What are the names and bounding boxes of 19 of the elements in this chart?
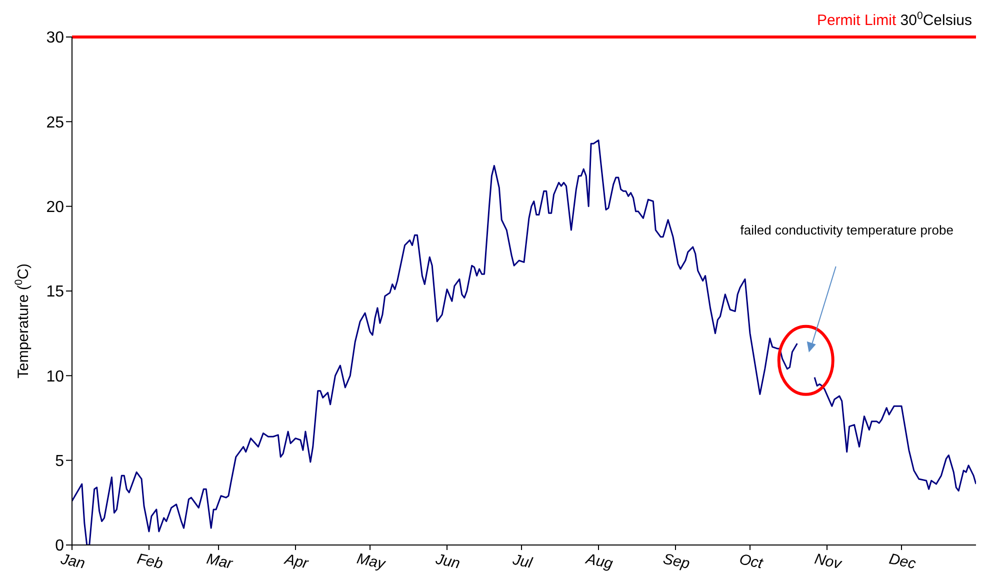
y-tick-label: 15 xyxy=(46,284,64,301)
y-tick-label: 20 xyxy=(46,199,64,216)
x-tick-label: Dec xyxy=(888,550,918,573)
annotation: failed conductivity temperature probe xyxy=(740,222,954,238)
ref-line-label: Permit Limit 30$^{0}$Celsius xyxy=(816,10,972,29)
x-tick-label: Sep xyxy=(662,550,692,573)
x-tick-label: Aug xyxy=(584,550,615,573)
x-tick-label: Apr xyxy=(282,550,311,573)
x-tick-label: Jul xyxy=(510,551,534,572)
x-tick-label: Jun xyxy=(433,550,462,572)
y-tick-label: 10 xyxy=(46,368,64,386)
x-tick-label: Nov xyxy=(813,550,844,573)
y-tick-label: 5 xyxy=(55,453,64,470)
x-tick-label: Mar xyxy=(205,550,235,573)
x-tick-label: Feb xyxy=(136,550,164,573)
y-tick-label: 25 xyxy=(46,114,64,132)
x-tick-label: Oct xyxy=(738,550,765,573)
x-tick-label: May xyxy=(355,550,388,574)
y-tick-label: 30 xyxy=(46,30,64,47)
